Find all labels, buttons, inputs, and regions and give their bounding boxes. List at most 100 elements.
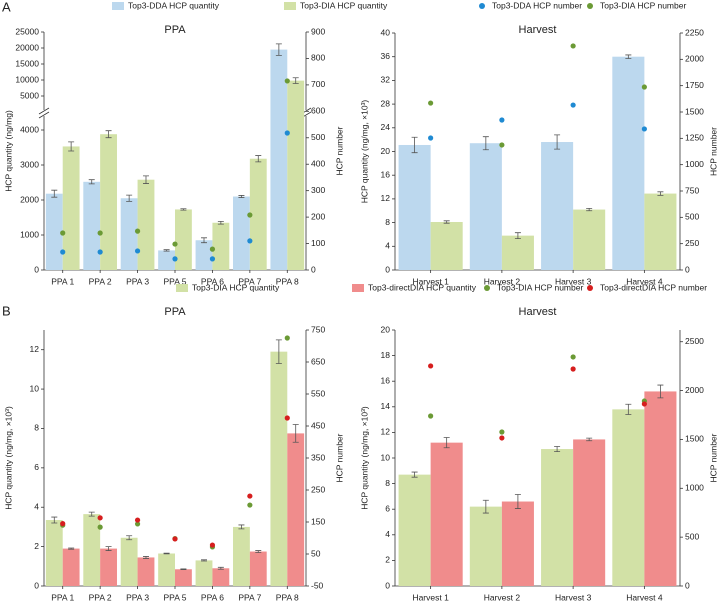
error-bar xyxy=(255,155,262,163)
subplot-title: Harvest xyxy=(519,24,557,36)
y-tick-label: 32 xyxy=(381,75,391,85)
y2-tick-label: 900 xyxy=(311,26,325,36)
dot xyxy=(428,363,434,369)
bar xyxy=(573,209,606,270)
legend-swatch xyxy=(587,3,593,9)
subplot-title: Harvest xyxy=(519,306,557,318)
x-tick-label: PPA 1 xyxy=(51,276,74,286)
y-axis-label: HCP quantity (ng/mg, ×10³) xyxy=(3,406,13,510)
dot xyxy=(428,135,434,141)
bar xyxy=(430,222,463,270)
dot xyxy=(284,415,290,421)
bar xyxy=(430,442,463,586)
bar xyxy=(195,560,213,586)
bar xyxy=(287,433,305,586)
y-tick-label: 10000 xyxy=(15,74,39,84)
y2-axis-label: HCP number xyxy=(334,433,344,482)
error-bar xyxy=(238,195,245,198)
y2-tick-label: 50 xyxy=(311,548,321,558)
error-bar xyxy=(275,43,282,56)
bar xyxy=(158,553,175,586)
y-tick-label: 14 xyxy=(381,401,391,411)
dot xyxy=(172,256,178,262)
error-bar xyxy=(238,524,245,530)
error-bar xyxy=(514,494,521,509)
y2-tick-label: 1250 xyxy=(685,133,704,143)
legend-label: Top3-DIA HCP number xyxy=(497,282,583,292)
bar xyxy=(137,557,155,586)
y2-axis-label: HCP number xyxy=(708,127,718,176)
bar xyxy=(195,240,213,270)
dot xyxy=(641,84,647,90)
error-bar xyxy=(292,77,299,84)
y-tick-label: 18 xyxy=(381,350,391,360)
dot xyxy=(284,130,290,136)
y2-tick-label: 600 xyxy=(311,106,325,116)
error-bar xyxy=(443,220,450,224)
dot xyxy=(209,542,216,548)
panel-label: A xyxy=(2,0,11,14)
legend-label: Top3-directDIA HCP quantity xyxy=(368,282,477,292)
dot xyxy=(134,228,141,234)
bar xyxy=(249,551,267,586)
x-tick-label: PPA 7 xyxy=(238,592,261,602)
x-tick-label: PPA 2 xyxy=(89,276,112,286)
y-tick-label: 4 xyxy=(34,501,39,511)
y-tick-label: 20000 xyxy=(15,42,39,52)
y2-tick-label: 2250 xyxy=(685,27,704,37)
y2-tick-label: 100 xyxy=(311,238,325,248)
legend-swatch xyxy=(284,2,296,10)
bar xyxy=(644,391,677,586)
y2-tick-label: 500 xyxy=(311,132,325,142)
x-tick-label: PPA 7 xyxy=(238,276,261,286)
y-tick-label: 12 xyxy=(381,427,391,437)
bar xyxy=(501,235,534,270)
bar xyxy=(45,520,63,586)
y-tick-label: 2000 xyxy=(20,194,39,204)
dot xyxy=(641,126,647,132)
bar xyxy=(62,548,80,586)
y2-tick-label: 1000 xyxy=(685,483,704,493)
bar xyxy=(62,146,80,270)
error-bar xyxy=(292,424,299,443)
y-tick-label: 8 xyxy=(385,217,390,227)
x-tick-label: PPA 8 xyxy=(276,276,299,286)
dot xyxy=(209,256,216,262)
dot xyxy=(428,100,434,106)
y-tick-label: 0 xyxy=(34,580,39,590)
bar xyxy=(45,193,63,270)
error-bar xyxy=(126,535,133,541)
y2-tick-label: 450 xyxy=(311,420,325,430)
bar xyxy=(83,514,101,586)
error-bar xyxy=(217,566,224,570)
dot xyxy=(134,248,141,254)
dot xyxy=(499,435,505,441)
y-tick-label: 6 xyxy=(385,503,390,513)
error-bar xyxy=(201,559,208,562)
error-bar xyxy=(88,511,95,517)
y-axis-label: HCP quantity (ng/mg, ×10³) xyxy=(359,406,369,510)
y-tick-label: 8 xyxy=(385,478,390,488)
bar xyxy=(541,142,574,270)
y-axis-label: HCP quantity (ng/mg) xyxy=(3,110,13,192)
y-tick-label: 16 xyxy=(381,375,391,385)
y-tick-label: 24 xyxy=(381,122,391,132)
subplot-title: PPA xyxy=(164,24,186,36)
y2-tick-label: 1500 xyxy=(685,434,704,444)
legend-label: Top3-DIA HCP quantity xyxy=(300,0,388,10)
dot xyxy=(209,246,216,252)
y2-tick-label: 500 xyxy=(685,531,699,541)
y-tick-label: 10 xyxy=(30,383,40,393)
y2-tick-label: 750 xyxy=(311,324,325,334)
dot xyxy=(134,517,141,523)
y2-tick-label: 2500 xyxy=(685,336,704,346)
dot xyxy=(60,521,66,527)
error-bar xyxy=(163,552,170,555)
y2-tick-label: 500 xyxy=(685,212,699,222)
error-bar xyxy=(68,547,75,550)
y2-tick-label: 1500 xyxy=(685,106,704,116)
bar xyxy=(175,569,192,586)
error-bar xyxy=(554,446,561,452)
y2-tick-label: 150 xyxy=(311,516,325,526)
y-tick-label: 16 xyxy=(381,169,391,179)
